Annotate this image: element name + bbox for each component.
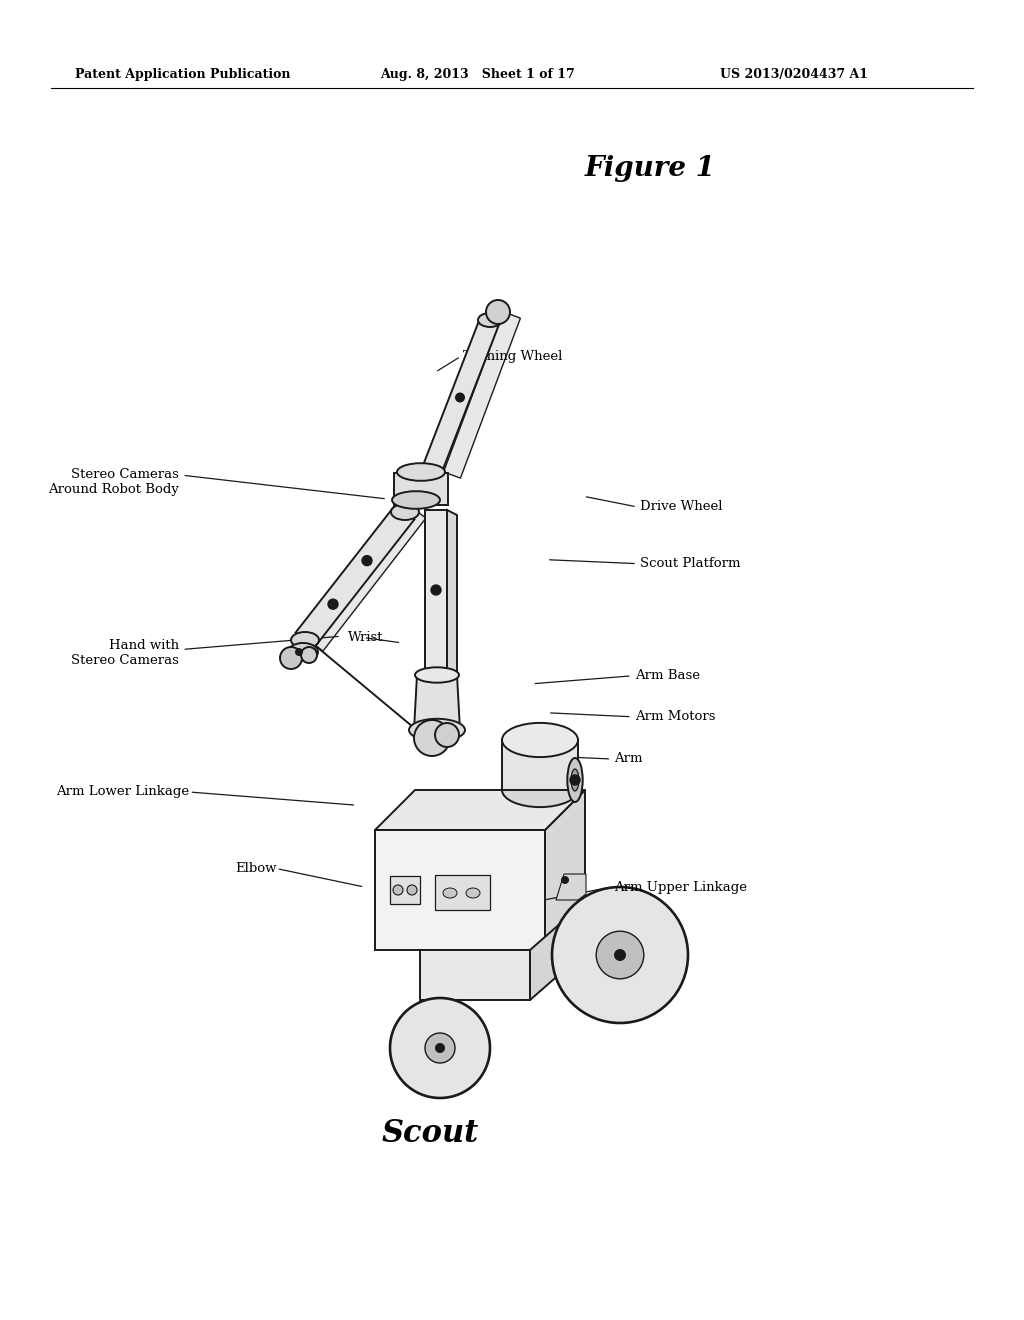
Ellipse shape (392, 491, 440, 508)
Polygon shape (502, 741, 578, 789)
Circle shape (425, 1034, 455, 1063)
Polygon shape (390, 876, 420, 904)
Text: Patent Application Publication: Patent Application Publication (75, 69, 291, 81)
Circle shape (455, 392, 465, 403)
Text: US 2013/0204437 A1: US 2013/0204437 A1 (720, 69, 868, 81)
Circle shape (614, 949, 626, 961)
Text: Drive Wheel: Drive Wheel (640, 500, 723, 513)
Ellipse shape (288, 643, 318, 661)
Ellipse shape (291, 632, 319, 648)
Ellipse shape (567, 758, 583, 803)
Polygon shape (375, 789, 585, 830)
Text: Arm Base: Arm Base (635, 669, 699, 682)
Text: Arm Lower Linkage: Arm Lower Linkage (56, 785, 189, 799)
Ellipse shape (502, 774, 578, 807)
Circle shape (561, 876, 569, 884)
Ellipse shape (443, 888, 457, 898)
Circle shape (486, 300, 510, 323)
Text: Arm Upper Linkage: Arm Upper Linkage (614, 880, 748, 894)
Polygon shape (556, 874, 586, 900)
Text: Turning Wheel: Turning Wheel (463, 350, 562, 363)
Polygon shape (443, 312, 520, 478)
Circle shape (362, 556, 372, 566)
Ellipse shape (502, 723, 578, 758)
Text: Stereo Cameras
Around Robot Body: Stereo Cameras Around Robot Body (48, 467, 179, 496)
Circle shape (280, 647, 302, 669)
Text: Scout: Scout (381, 1118, 478, 1148)
Polygon shape (435, 875, 490, 909)
Text: Arm: Arm (614, 752, 643, 766)
Ellipse shape (391, 504, 419, 520)
Text: Wrist: Wrist (348, 631, 384, 644)
Circle shape (570, 775, 580, 785)
Polygon shape (545, 789, 585, 950)
Text: Scout Platform: Scout Platform (640, 557, 740, 570)
Circle shape (393, 884, 403, 895)
Polygon shape (421, 317, 500, 479)
Text: Hand with
Stereo Cameras: Hand with Stereo Cameras (72, 639, 179, 668)
Ellipse shape (397, 463, 445, 480)
Ellipse shape (478, 313, 502, 327)
Polygon shape (375, 830, 545, 950)
Polygon shape (307, 506, 426, 651)
Ellipse shape (415, 668, 459, 682)
Text: Aug. 8, 2013   Sheet 1 of 17: Aug. 8, 2013 Sheet 1 of 17 (380, 69, 574, 81)
Circle shape (301, 647, 317, 663)
Polygon shape (414, 675, 460, 730)
Circle shape (295, 648, 303, 656)
Ellipse shape (466, 888, 480, 898)
Polygon shape (394, 473, 449, 506)
Polygon shape (296, 504, 415, 647)
Circle shape (407, 884, 417, 895)
Circle shape (328, 599, 338, 609)
Circle shape (414, 719, 450, 756)
Circle shape (552, 887, 688, 1023)
Circle shape (435, 1043, 445, 1053)
Text: Arm Motors: Arm Motors (635, 710, 716, 723)
Polygon shape (447, 510, 457, 680)
Text: Elbow: Elbow (234, 862, 276, 875)
Polygon shape (530, 921, 562, 1001)
Polygon shape (420, 950, 530, 1001)
Circle shape (390, 998, 490, 1098)
Ellipse shape (409, 719, 465, 742)
Circle shape (435, 723, 459, 747)
Text: Figure 1: Figure 1 (585, 154, 716, 182)
Circle shape (596, 931, 644, 979)
Polygon shape (425, 510, 447, 675)
Ellipse shape (571, 770, 579, 791)
Circle shape (431, 585, 441, 595)
